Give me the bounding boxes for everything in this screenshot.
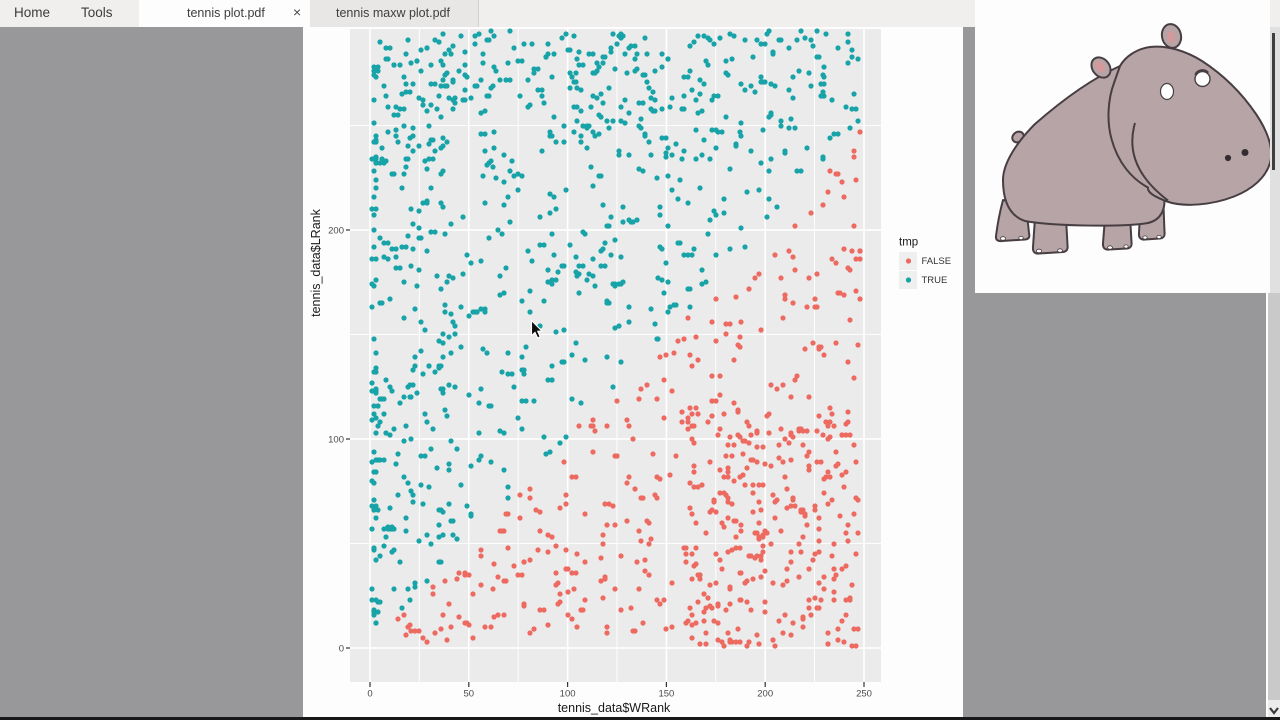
svg-text:FALSE: FALSE — [922, 256, 952, 267]
svg-text:tmp: tmp — [899, 237, 918, 249]
svg-text:TRUE: TRUE — [922, 275, 948, 286]
svg-text:tennis_data$WRank: tennis_data$WRank — [558, 701, 671, 715]
svg-text:100: 100 — [560, 689, 576, 700]
svg-text:0: 0 — [367, 689, 372, 700]
svg-text:200: 200 — [757, 689, 773, 700]
svg-text:tennis_data$LRank: tennis_data$LRank — [309, 208, 323, 316]
svg-text:150: 150 — [658, 689, 674, 700]
svg-text:250: 250 — [856, 689, 872, 700]
svg-text:100: 100 — [328, 434, 344, 445]
svg-text:0: 0 — [339, 643, 344, 654]
svg-text:200: 200 — [328, 225, 344, 236]
svg-text:50: 50 — [464, 689, 475, 700]
